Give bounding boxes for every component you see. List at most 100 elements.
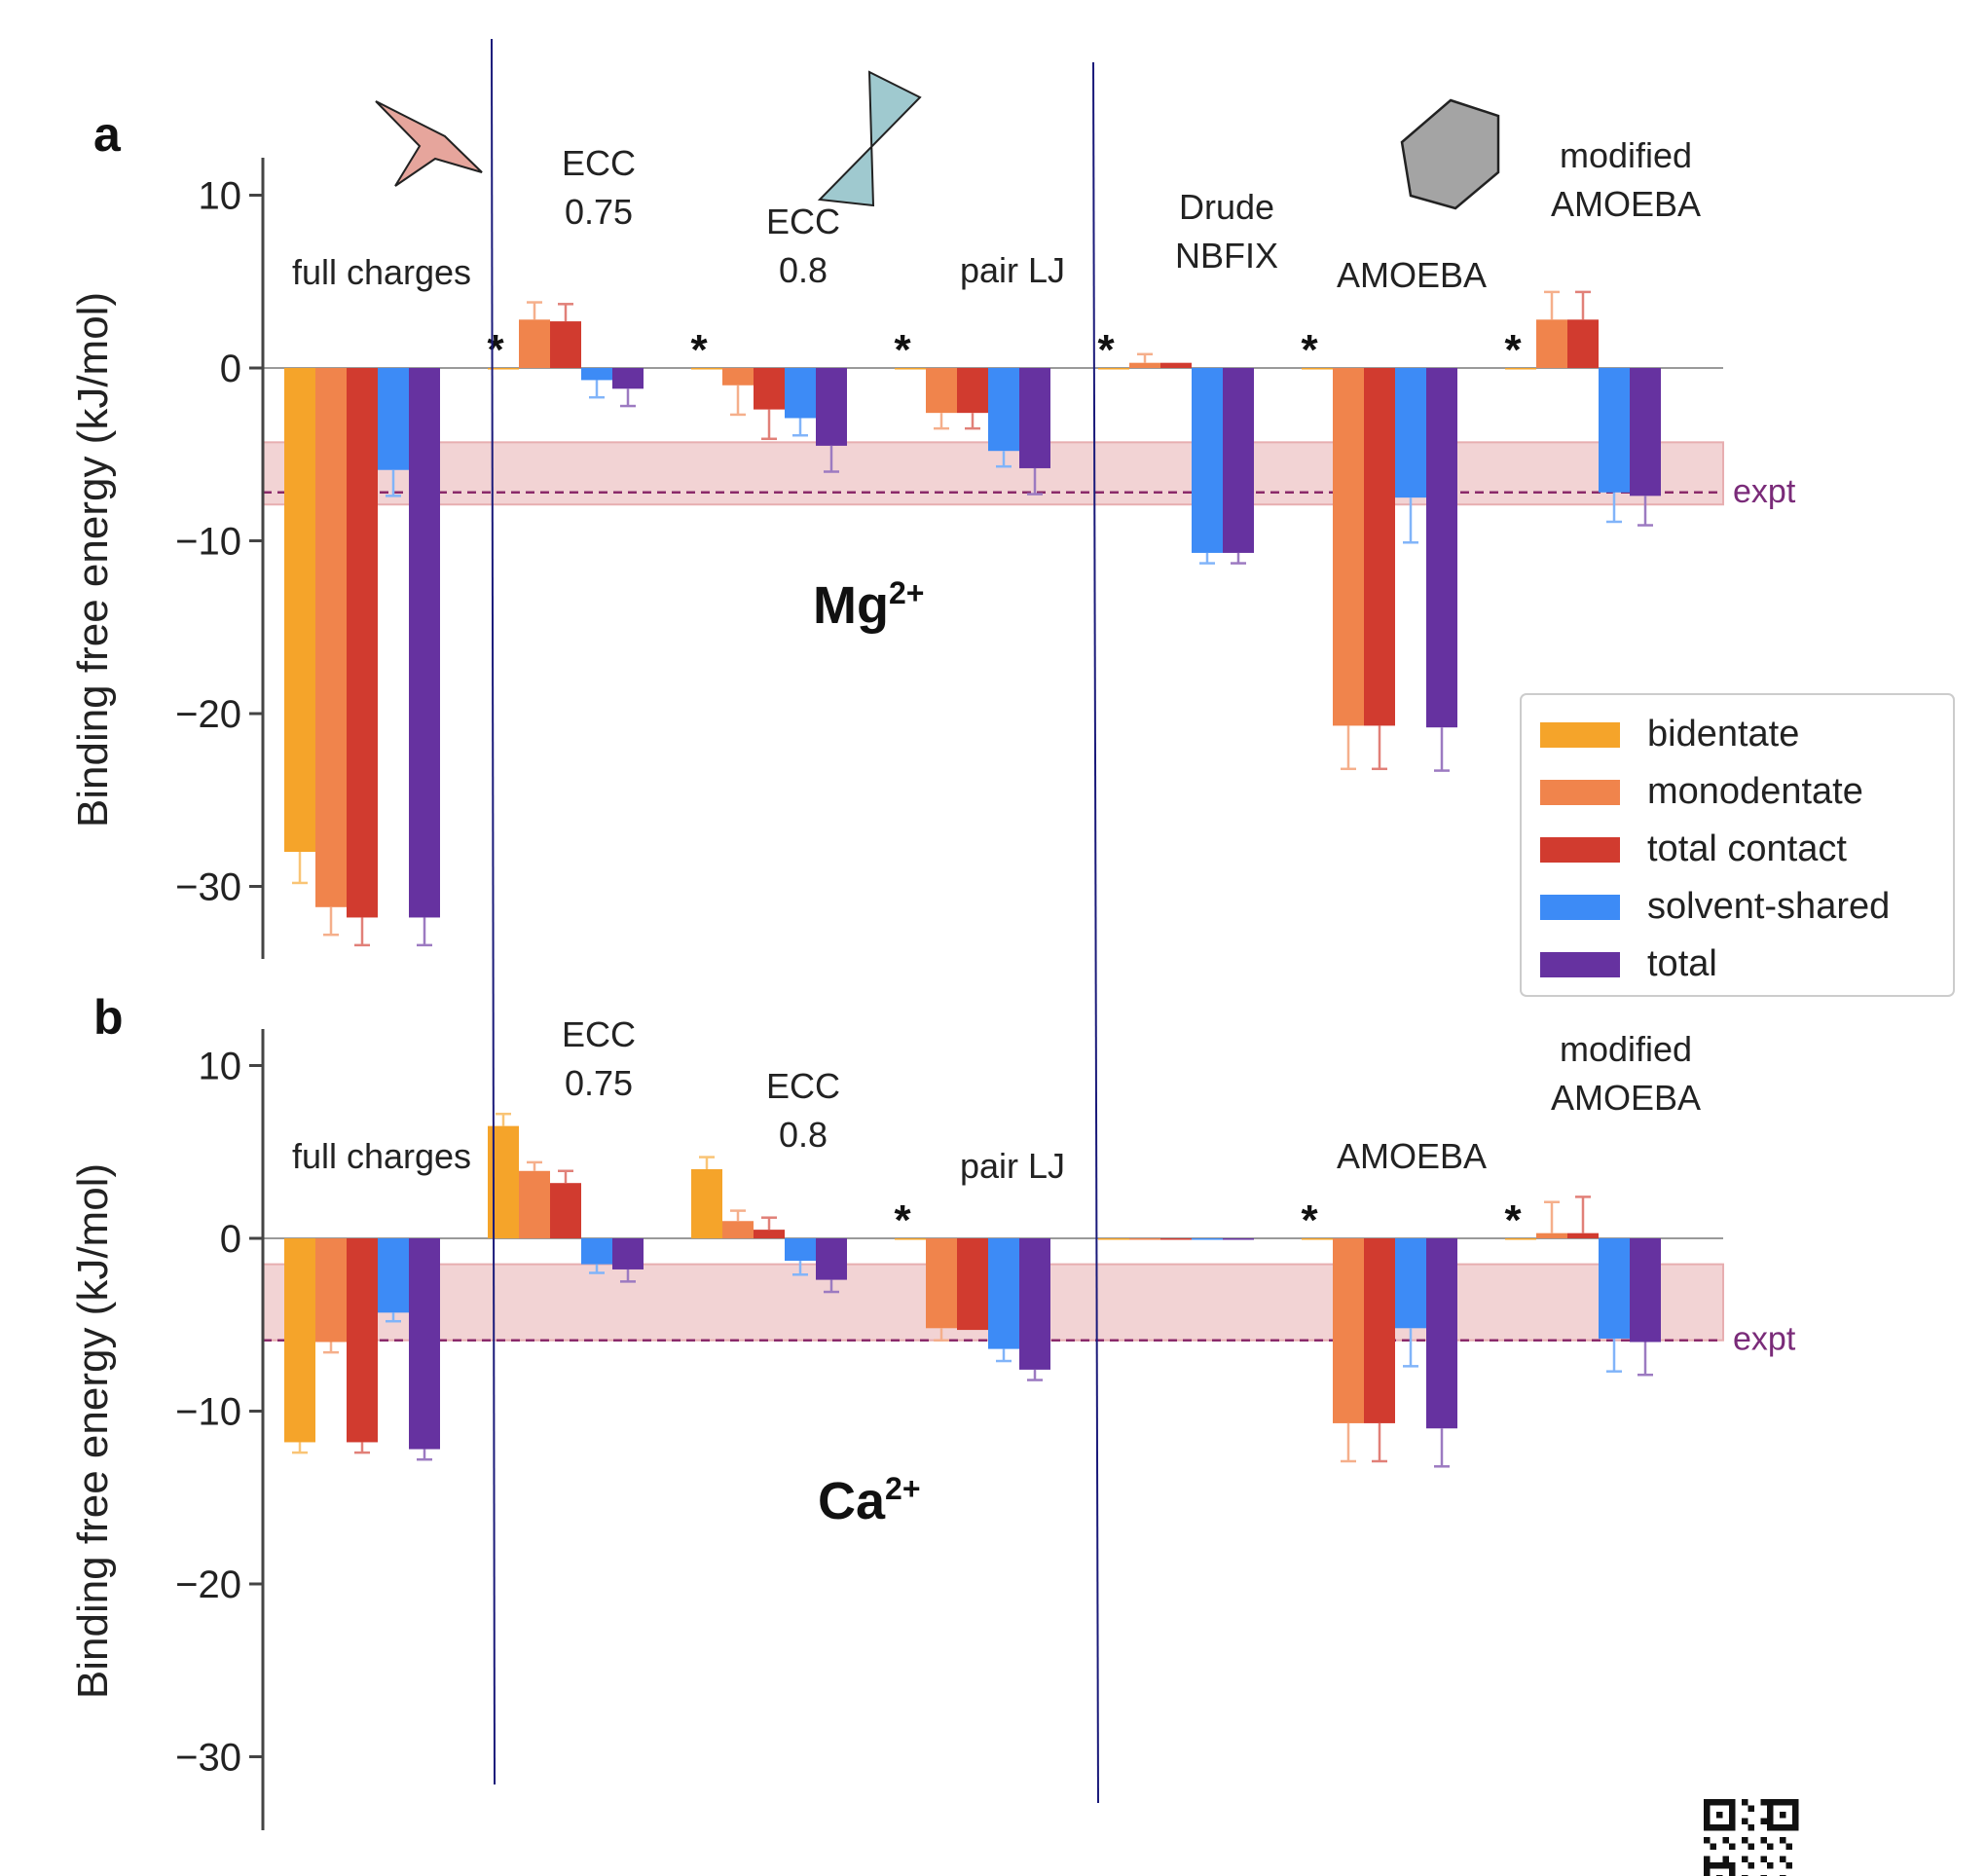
bar-total [612,368,644,389]
qr-module [1704,1812,1711,1819]
qr-module [1722,1837,1729,1844]
qr-module [1729,1805,1736,1812]
bar-group: * ECC 0.75 [487,143,644,408]
expt-band [262,441,1724,506]
bar-total [1630,368,1661,497]
qr-module [1722,1862,1729,1869]
qr-module [1710,1824,1716,1831]
qr-module [1748,1824,1754,1831]
group-label: ECC [766,202,840,241]
qr-module [1760,1856,1767,1862]
qr-module [1767,1805,1774,1812]
group-label: modified [1560,1029,1692,1069]
y-tick-label: 10 [199,175,242,218]
bar-bidentate [895,1238,926,1240]
ion-symbol: Mg [813,576,889,635]
bar-bidentate [1505,368,1536,370]
qr-module [1780,1824,1786,1831]
bar-group: * AMOEBA [1301,255,1487,772]
bar-total-contact [754,368,785,410]
qr-module [1742,1837,1748,1844]
bar-bidentate [1302,1238,1333,1240]
bar-total-contact [1160,362,1192,368]
qr-module [1722,1856,1729,1862]
unconverged-star: * [1097,326,1115,374]
qr-module [1704,1799,1711,1806]
bar-total-contact [347,1238,378,1443]
bar-bidentate [488,368,519,370]
bar-group: * Drude NBFIX [1097,187,1278,565]
bar-total-contact [754,1230,785,1238]
legend-swatch [1540,780,1620,805]
y-tick-label: −30 [175,866,241,909]
bar-bidentate [691,368,722,370]
group-label: full charges [292,252,471,292]
bar-monodentate [1536,1232,1567,1238]
qr-module [1760,1799,1767,1806]
bar-total [1426,1238,1457,1429]
bar-total-contact [550,1183,581,1238]
unconverged-star: * [1301,326,1318,374]
bar-total-contact [550,321,581,368]
bar-solvent-shared [785,1238,816,1262]
qr-module [1773,1799,1780,1806]
qr-module [1716,1862,1723,1869]
bar-monodentate [926,368,957,414]
bar-group: ECC 0.8 [691,1066,847,1294]
qr-module [1767,1843,1774,1850]
qr-module [1767,1799,1774,1806]
bar-solvent-shared [378,368,409,470]
group-label: pair LJ [960,1146,1065,1186]
bar-monodentate [519,319,550,368]
bar-monodentate [722,1221,754,1238]
bar-monodentate [722,368,754,386]
bar-monodentate [1333,1238,1364,1423]
bar-total [1630,1238,1661,1343]
bar-total [1223,1238,1254,1240]
bar-monodentate [926,1238,957,1329]
group-label: ECC [562,143,636,183]
qr-module [1710,1799,1716,1806]
qr-module [1760,1818,1767,1824]
ion-label: Mg2+ [813,575,924,635]
bar-bidentate [284,1238,315,1443]
y-axis-label: Binding free energy (kJ/mol) [69,1163,117,1699]
bar-group: * modified AMOEBA [1504,135,1701,527]
decorations [375,70,1799,1876]
unconverged-star: * [1504,326,1522,374]
legend-label: total contact [1647,828,1847,869]
bar-bidentate [488,1125,519,1238]
y-axis-label: Binding free energy (kJ/mol) [69,292,117,828]
divider-line [1092,61,1099,1804]
bar-total [409,368,440,918]
bar-group: full charges [284,252,471,947]
group-label: AMOEBA [1551,184,1701,224]
qr-module [1773,1824,1780,1831]
bar-total [1223,368,1254,553]
method-dividers [491,38,1099,1804]
unconverged-star: * [894,326,911,374]
bar-solvent-shared [1395,368,1426,498]
bar-bidentate [1302,368,1333,370]
legend-label: solvent-shared [1647,886,1890,927]
y-tick-label: −10 [175,1391,241,1434]
qr-module [1767,1862,1774,1869]
qr-module [1792,1824,1799,1831]
bar-monodentate [1333,368,1364,726]
y-tick-label: 0 [220,348,241,390]
qr-module [1729,1868,1736,1875]
bar-bidentate [691,1169,722,1238]
qr-module [1742,1856,1748,1862]
bar-total [409,1238,440,1450]
qr-module [1780,1837,1786,1844]
bar-bidentate [284,368,315,852]
bar-group: full charges [284,1136,471,1461]
unconverged-star: * [1504,1196,1522,1244]
group-label: ECC [562,1014,636,1054]
qr-module [1716,1824,1723,1831]
bar-total-contact [1160,1238,1192,1240]
bar-monodentate [315,1238,347,1343]
group-label: 0.8 [779,250,828,290]
y-tick-label: −20 [175,1563,241,1606]
